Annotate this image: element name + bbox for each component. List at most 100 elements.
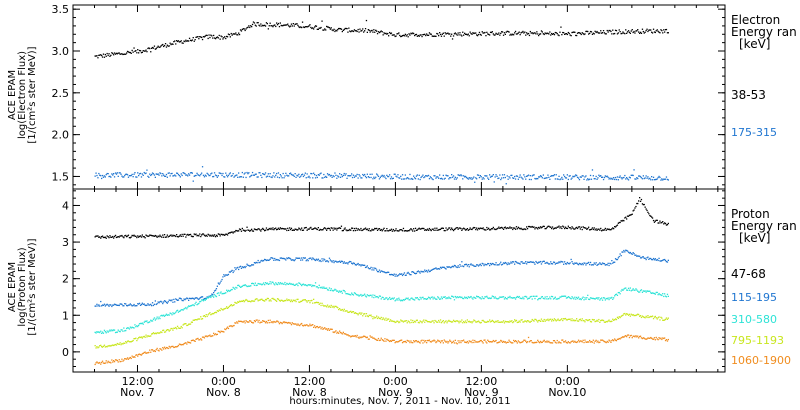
proton-data-point (476, 264, 478, 266)
electron-data-point (197, 174, 199, 176)
electron-data-point (472, 32, 474, 34)
proton-data-point (335, 260, 337, 262)
electron-data-point (604, 33, 606, 35)
electron-data-point (642, 30, 644, 33)
proton-data-point (138, 236, 140, 238)
electron-data-point (622, 31, 624, 33)
electron-data-point (188, 40, 190, 42)
proton-data-point (127, 358, 130, 360)
proton-data-point (541, 226, 543, 228)
proton-data-point (493, 321, 495, 324)
electron-data-point (149, 173, 151, 175)
proton-data-point (313, 258, 315, 260)
electron-data-point (440, 35, 443, 37)
electron-data-point (303, 26, 306, 29)
proton-data-point (186, 324, 188, 327)
proton-data-point (382, 339, 384, 341)
proton-data-point (465, 296, 468, 299)
proton-data-point (294, 284, 296, 286)
proton-data-point (290, 227, 293, 229)
electron-data-point (227, 174, 230, 177)
proton-data-point (201, 234, 203, 236)
electron-data-point (542, 174, 544, 176)
electron-data-point (137, 172, 139, 174)
electron-data-point (188, 174, 191, 176)
proton-data-point (616, 294, 619, 296)
proton-data-point (167, 236, 169, 238)
proton-data-point (291, 322, 293, 324)
proton-data-point (501, 226, 503, 229)
proton-data-point (361, 312, 363, 314)
proton-series-115-195 (94, 249, 669, 308)
proton-data-point (562, 339, 564, 341)
proton-data-point (168, 235, 170, 237)
proton-data-point (498, 321, 500, 323)
proton-data-point (249, 300, 251, 302)
proton-data-point (392, 274, 394, 276)
electron-data-point (336, 30, 338, 32)
electron-data-point (214, 174, 217, 176)
proton-data-point (136, 236, 138, 239)
electron-data-point (337, 28, 339, 31)
proton-data-point (525, 261, 527, 263)
electron-data-point (300, 26, 302, 28)
proton-data-point (244, 284, 246, 286)
proton-data-point (322, 287, 324, 289)
proton-data-point (240, 286, 243, 288)
electron-data-point (138, 52, 140, 54)
proton-data-point (570, 341, 572, 343)
electron-data-point (350, 31, 352, 33)
proton-data-point (425, 298, 427, 300)
proton-data-point (437, 339, 439, 341)
proton-data-point (338, 332, 340, 334)
proton-data-point (616, 338, 619, 340)
electron-data-point (441, 178, 443, 180)
proton-data-point (158, 350, 160, 352)
proton-data-point (482, 227, 484, 229)
proton-data-point (388, 318, 390, 320)
proton-data-point (339, 260, 341, 262)
proton-data-point (250, 301, 252, 303)
proton-data-point (128, 237, 131, 239)
electron-data-point (389, 174, 391, 176)
electron-data-point (116, 172, 118, 174)
proton-data-point (331, 328, 333, 330)
proton-data-point (191, 235, 193, 238)
proton-data-point (559, 261, 561, 264)
electron-data-point (375, 176, 377, 178)
proton-data-point (199, 233, 201, 235)
proton-data-point (115, 344, 118, 346)
proton-data-point (281, 322, 283, 325)
proton-data-point (125, 329, 127, 332)
proton-data-point (437, 321, 439, 323)
proton-data-point (564, 295, 567, 297)
proton-data-point (188, 323, 191, 325)
proton-data-point (575, 341, 577, 343)
proton-data-point (561, 295, 563, 297)
proton-data-point (539, 226, 542, 228)
proton-data-point (509, 226, 511, 228)
proton-data-point (457, 296, 459, 299)
proton-data-point (347, 334, 349, 336)
proton-data-point (214, 295, 217, 297)
proton-data-point (497, 298, 499, 300)
proton-data-point (299, 257, 301, 259)
proton-data-point (334, 260, 336, 262)
electron-data-point (589, 174, 592, 177)
electron-data-point (108, 175, 110, 178)
proton-data-point (464, 263, 467, 266)
proton-data-point (189, 323, 192, 325)
proton-data-point (359, 294, 361, 296)
electron-data-point (534, 177, 536, 180)
proton-data-point (658, 316, 660, 318)
electron-data-point (138, 173, 141, 175)
electron-data-point (552, 33, 555, 35)
proton-data-point (196, 297, 198, 299)
proton-data-point (316, 301, 318, 304)
proton-legend-title: Proton Energy ran [keV] (731, 208, 797, 244)
proton-data-point (291, 300, 293, 303)
proton-data-point (603, 297, 606, 299)
proton-data-point (646, 209, 648, 212)
proton-data-point (241, 285, 243, 287)
proton-data-point (488, 227, 490, 229)
